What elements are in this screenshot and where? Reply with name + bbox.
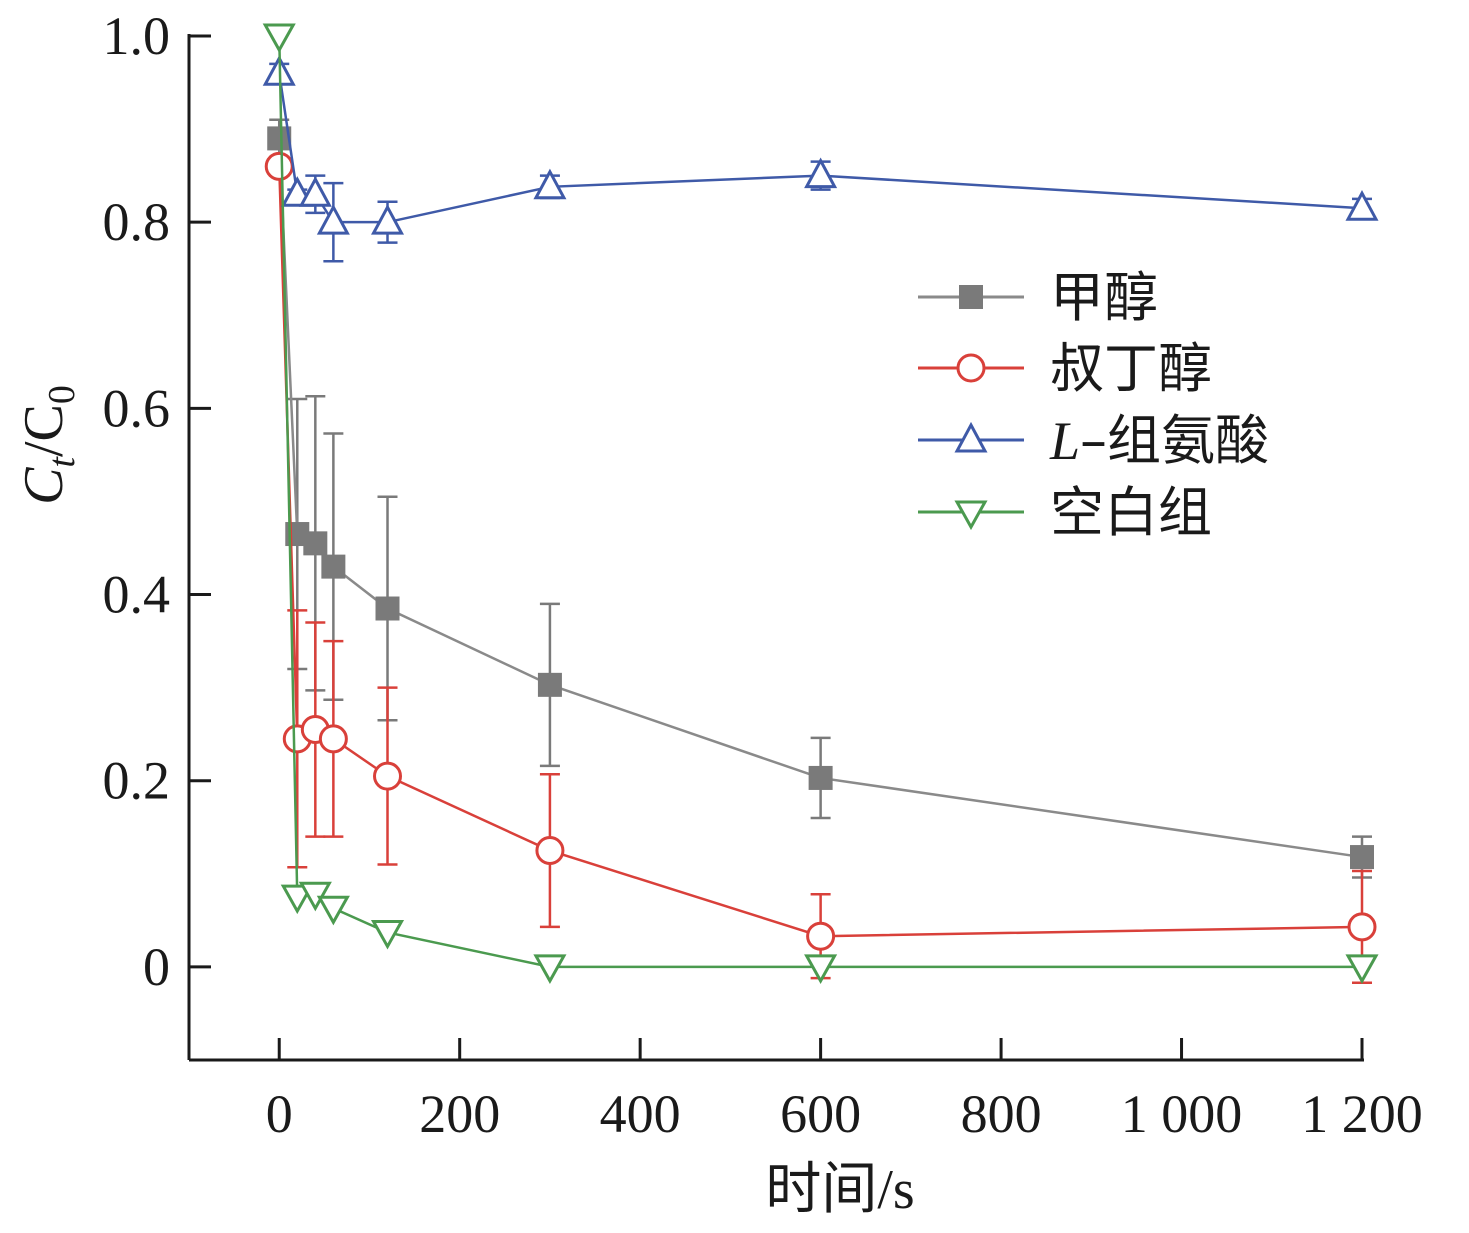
legend-label-l-histidine-italic: L [1049,411,1080,471]
y-tick-label: 0 [143,937,170,997]
data-point-l-histidine [298,176,332,207]
data-point-methanol [267,126,292,151]
data-point-tert-butanol [373,761,403,791]
legend-marker-methanol [959,285,983,309]
data-point-methanol [537,672,562,697]
legend-item-methanol: 甲醇 [918,266,1158,329]
data-point-blank [280,884,314,915]
series-layer [262,23,1379,984]
data-point-l-histidine [804,157,838,189]
data-point-methanol [321,554,346,579]
data-point-l-histidine [316,204,350,235]
y-tick-label: 1.0 [103,6,171,66]
legend-label-l-histidine-rest: –组氨酸 [1080,409,1269,472]
data-point-l-histidine [533,168,567,200]
data-point-blank [1345,954,1379,984]
data-point-blank [370,919,405,950]
data-point-blank [316,895,350,926]
legend-item-tert-butanol: 叔丁醇 [918,337,1212,400]
y-axis-title-sub-0: 0 [41,385,83,404]
data-point-l-histidine [370,204,405,235]
legend-marker-tert-butanol [956,353,986,383]
y-axis-title-sub-t: t [41,456,83,468]
legend: 甲醇 叔丁醇 L–组氨酸 空白组 [918,266,1269,544]
y-axis-title: Ct/C0 [13,385,83,505]
y-tick-label: 0.2 [103,751,171,811]
x-axis-ticks: 0 200 400 600 800 1 000 1 200 [266,1038,1423,1144]
series-line-l-histidine [277,73,1363,224]
data-point-methanol [303,531,328,556]
legend-item-l-histidine: L–组氨酸 [918,409,1269,472]
data-point-tert-butanol [806,921,836,951]
series-tert-butanol [264,151,1377,984]
x-tick-label: 1 200 [1301,1084,1423,1144]
y-tick-label: 0.4 [103,565,171,625]
data-point-blank [533,954,567,984]
legend-label-methanol: 甲醇 [1050,266,1158,329]
legend-item-blank: 空白组 [918,481,1212,544]
data-point-methanol [1350,845,1374,870]
legend-label-blank: 空白组 [1050,481,1212,544]
x-tick-label: 0 [266,1084,293,1144]
data-point-l-histidine [1345,190,1379,221]
data-point-methanol [808,765,833,790]
data-point-tert-butanol [264,151,294,181]
series-l-histidine [262,55,1379,263]
x-tick-label: 600 [780,1084,861,1144]
x-axis-title: 时间/s [765,1159,914,1221]
y-tick-label: 0.8 [103,192,171,252]
data-point-blank [262,23,296,54]
legend-label-l-histidine: L–组氨酸 [1049,409,1269,472]
x-tick-label: 1 000 [1121,1084,1243,1144]
x-tick-label: 400 [600,1084,681,1144]
axes [187,34,1364,1062]
series-blank [262,23,1379,984]
legend-label-tert-butanol: 叔丁醇 [1050,337,1212,400]
data-point-tert-butanol [318,724,348,754]
data-point-blank [804,954,838,984]
series-methanol [267,118,1374,879]
y-axis-ticks: 0 0.2 0.4 0.6 0.8 1.0 [103,6,211,997]
legend-marker-blank [954,500,988,531]
data-point-tert-butanol [1347,912,1377,942]
data-point-methanol [375,596,400,621]
y-tick-label: 0.6 [103,378,171,438]
x-tick-label: 200 [419,1084,500,1144]
data-point-tert-butanol [535,836,565,866]
y-axis-title-main: C [13,467,75,505]
x-tick-label: 800 [961,1084,1042,1144]
legend-marker-l-histidine [954,421,988,453]
y-axis-title-slash: /C [13,404,75,457]
series-line-tert-butanol [277,166,1363,938]
